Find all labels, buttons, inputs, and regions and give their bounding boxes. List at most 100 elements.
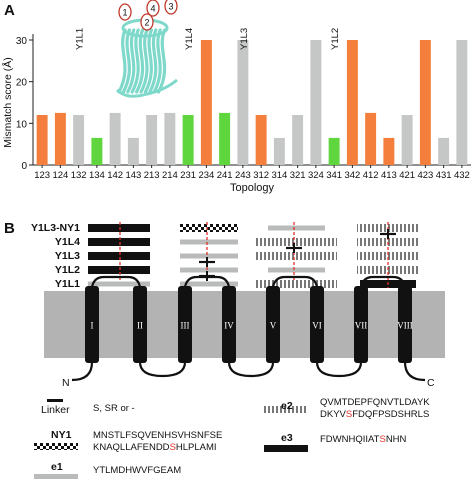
x-tick-label: 213 <box>144 170 160 181</box>
x-tick-label: 321 <box>290 170 306 181</box>
legend-e1-seq: YTLMDHWVFGEAM <box>93 465 182 476</box>
y-tick-label: 30 <box>16 36 28 47</box>
x-tick-label: 132 <box>71 170 87 181</box>
intracellular-loop <box>138 361 187 378</box>
x-tick-label: 412 <box>363 170 379 181</box>
ny1-swatch-fill <box>34 443 78 450</box>
x-tick-label: 423 <box>417 170 433 181</box>
bar <box>438 137 450 165</box>
x-tick-label: 342 <box>344 170 360 181</box>
helix-label: IV <box>224 321 234 331</box>
x-tick-label: 143 <box>125 170 141 181</box>
bar <box>182 115 194 165</box>
bar <box>401 115 413 165</box>
bar <box>219 112 231 165</box>
x-tick-label: 324 <box>308 170 324 181</box>
x-tick-label: 341 <box>326 170 342 181</box>
x-tick-label: 432 <box>454 170 470 181</box>
transmembrane-helix <box>178 286 192 363</box>
bar <box>255 115 267 165</box>
loop-marker-label: 3 <box>168 2 173 12</box>
bar <box>310 40 322 165</box>
y-tick-label: 10 <box>16 119 28 130</box>
legend-linker-swatch <box>47 399 63 402</box>
loop-segment <box>180 253 238 259</box>
barrel-strand <box>157 28 167 94</box>
c-terminus-label: C <box>427 377 435 388</box>
panel-b-letter: B <box>4 220 15 237</box>
loop-marker <box>118 3 132 21</box>
helix-label: VII <box>355 321 368 331</box>
legend-e2-label: e2 <box>281 400 293 412</box>
extracellular-loop <box>359 275 407 288</box>
bar <box>328 137 340 165</box>
row-label: Y1L4 <box>55 236 80 248</box>
row-label: Y1L1 <box>55 278 80 290</box>
x-tick-label: 431 <box>436 170 452 181</box>
bar <box>73 115 85 165</box>
x-tick-label: 123 <box>34 170 50 181</box>
barrel-strand <box>148 28 158 94</box>
transmembrane-helix <box>266 286 280 363</box>
transmembrane-helix <box>354 286 368 363</box>
row-label: Y1L3 <box>55 250 80 262</box>
helix-label: VI <box>312 321 322 331</box>
legend-e1-label: e1 <box>51 461 63 473</box>
barrel-strand <box>121 28 131 94</box>
bar <box>456 40 468 165</box>
loop-segment <box>255 238 337 246</box>
loop-segment <box>88 266 150 274</box>
bar <box>237 40 249 165</box>
loop-marker <box>146 0 160 17</box>
loop-segment <box>180 224 238 232</box>
intracellular-loop <box>315 361 363 378</box>
bar <box>383 137 395 165</box>
bar <box>109 112 121 165</box>
legend-e3-seq: FDWNHQIIATSNHN <box>320 434 407 445</box>
loop-marker <box>140 13 154 31</box>
barrel-strand <box>139 28 149 94</box>
loop-segment <box>88 224 150 232</box>
legend-linker-label: Linker <box>41 404 70 416</box>
loop-marker-label: 4 <box>150 4 155 14</box>
loop-segment <box>88 281 150 287</box>
transmembrane-helix <box>133 286 147 363</box>
loop-segment <box>180 239 238 245</box>
x-tick-label: 243 <box>235 170 251 181</box>
annotation-label: Y1L2 <box>330 28 341 50</box>
y-tick-label: 0 <box>21 161 27 172</box>
bar <box>146 115 158 165</box>
y-tick-label: 20 <box>16 78 28 89</box>
x-tick-label: 231 <box>180 170 196 181</box>
e2-swatch-fill <box>264 406 308 413</box>
legend-e3-label: e3 <box>281 432 293 444</box>
barrel-strand <box>135 28 145 94</box>
bar <box>346 40 358 165</box>
x-tick-label: 234 <box>198 170 214 181</box>
barrel-strand <box>126 28 136 94</box>
barrel-strand <box>117 28 127 94</box>
transmembrane-helix <box>310 286 324 363</box>
extracellular-loop <box>90 275 142 288</box>
panel-a-letter: A <box>4 2 15 19</box>
x-tick-label: 142 <box>107 170 123 181</box>
barrel-strand <box>143 28 153 94</box>
transmembrane-helix <box>222 286 236 363</box>
loop-segment <box>268 225 325 231</box>
barrel-strand <box>152 28 162 94</box>
bar <box>200 40 212 165</box>
loop-segment <box>180 267 238 273</box>
legend-e1-swatch <box>34 474 78 479</box>
loop-segment <box>180 281 238 287</box>
legend-ny1-seq: MNSTLFSQVENHSVHSNFSE KNAQLLAFENDDSHLPLAM… <box>93 430 223 453</box>
y-axis-label: Mismatch score (Å) <box>1 57 14 147</box>
bar <box>54 112 66 165</box>
loop-marker <box>164 0 178 15</box>
legend-e3-swatch <box>264 445 308 452</box>
helix-label: V <box>270 321 277 331</box>
x-tick-label: 241 <box>217 170 233 181</box>
bar <box>419 40 431 165</box>
